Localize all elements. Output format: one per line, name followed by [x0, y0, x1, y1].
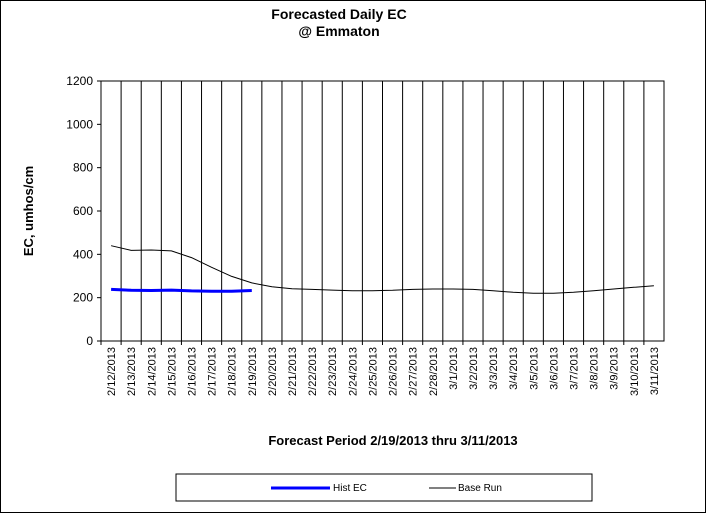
grid-layer	[120, 81, 645, 341]
x-tick-label: 3/6/2013	[548, 347, 560, 390]
x-tick-label: 2/25/2013	[367, 347, 379, 396]
x-tick-label: 2/13/2013	[126, 347, 138, 396]
y-tick-labels: 0 200 400 600 800 1000 1200	[66, 74, 101, 348]
x-tick-label: 2/12/2013	[106, 347, 118, 396]
legend-label-hist-ec: Hist EC	[333, 483, 367, 494]
x-tick-label: 3/11/2013	[649, 347, 661, 395]
x-tick-label: 2/23/2013	[327, 347, 339, 396]
x-tick-label: 2/16/2013	[186, 347, 198, 396]
x-tick-label: 3/9/2013	[609, 347, 621, 390]
x-tick-label: 2/21/2013	[287, 347, 299, 396]
series-line-base-run	[110, 245, 654, 294]
x-tick-label: 2/28/2013	[428, 347, 440, 396]
x-tick-label: 2/26/2013	[388, 347, 400, 396]
series-layer	[110, 245, 654, 294]
x-tick-label: 2/17/2013	[207, 347, 219, 396]
x-tick-label: 2/14/2013	[146, 347, 158, 396]
legend-label-base-run: Base Run	[458, 483, 502, 494]
legend-box	[175, 473, 593, 502]
x-tick-label: 3/5/2013	[528, 347, 540, 390]
y-tick-label: 0	[86, 334, 93, 348]
chart-title: Forecasted Daily EC	[271, 6, 406, 22]
y-tick-label: 800	[73, 161, 93, 175]
x-tick-label: 2/22/2013	[307, 347, 319, 396]
x-tick-label: 2/18/2013	[227, 347, 239, 396]
series-line-hist-ec	[111, 287, 252, 293]
x-tick-label: 2/24/2013	[347, 347, 359, 396]
x-tick-label: 3/7/2013	[569, 347, 581, 390]
x-axis-label: Forecast Period 2/19/2013 thru 3/11/2013	[268, 433, 517, 448]
y-tick-label: 1200	[66, 74, 93, 88]
y-tick-label: 600	[73, 204, 93, 218]
x-tick-labels: 2/12/2013 2/13/2013 2/14/2013 2/15/2013 2/16…	[100, 341, 661, 396]
x-tick-label: 3/2/2013	[468, 347, 480, 390]
x-tick-label: 2/19/2013	[247, 347, 259, 396]
x-tick-label: 2/27/2013	[408, 347, 420, 396]
y-axis-label: EC, umhos/cm	[21, 166, 36, 256]
y-tick-label: 400	[73, 247, 93, 261]
x-tick-label: 3/10/2013	[629, 347, 641, 396]
x-tick-label: 2/15/2013	[166, 347, 178, 396]
x-tick-label: 3/8/2013	[589, 347, 601, 390]
x-tick-label: 3/4/2013	[508, 347, 520, 390]
chart-subtitle: @ Emmaton	[298, 23, 379, 39]
x-tick-label: 3/3/2013	[488, 347, 500, 390]
x-tick-label: 2/20/2013	[267, 347, 279, 396]
y-tick-label: 1000	[66, 117, 93, 131]
x-tick-label: 3/1/2013	[448, 347, 460, 390]
y-tick-label: 200	[73, 291, 93, 305]
